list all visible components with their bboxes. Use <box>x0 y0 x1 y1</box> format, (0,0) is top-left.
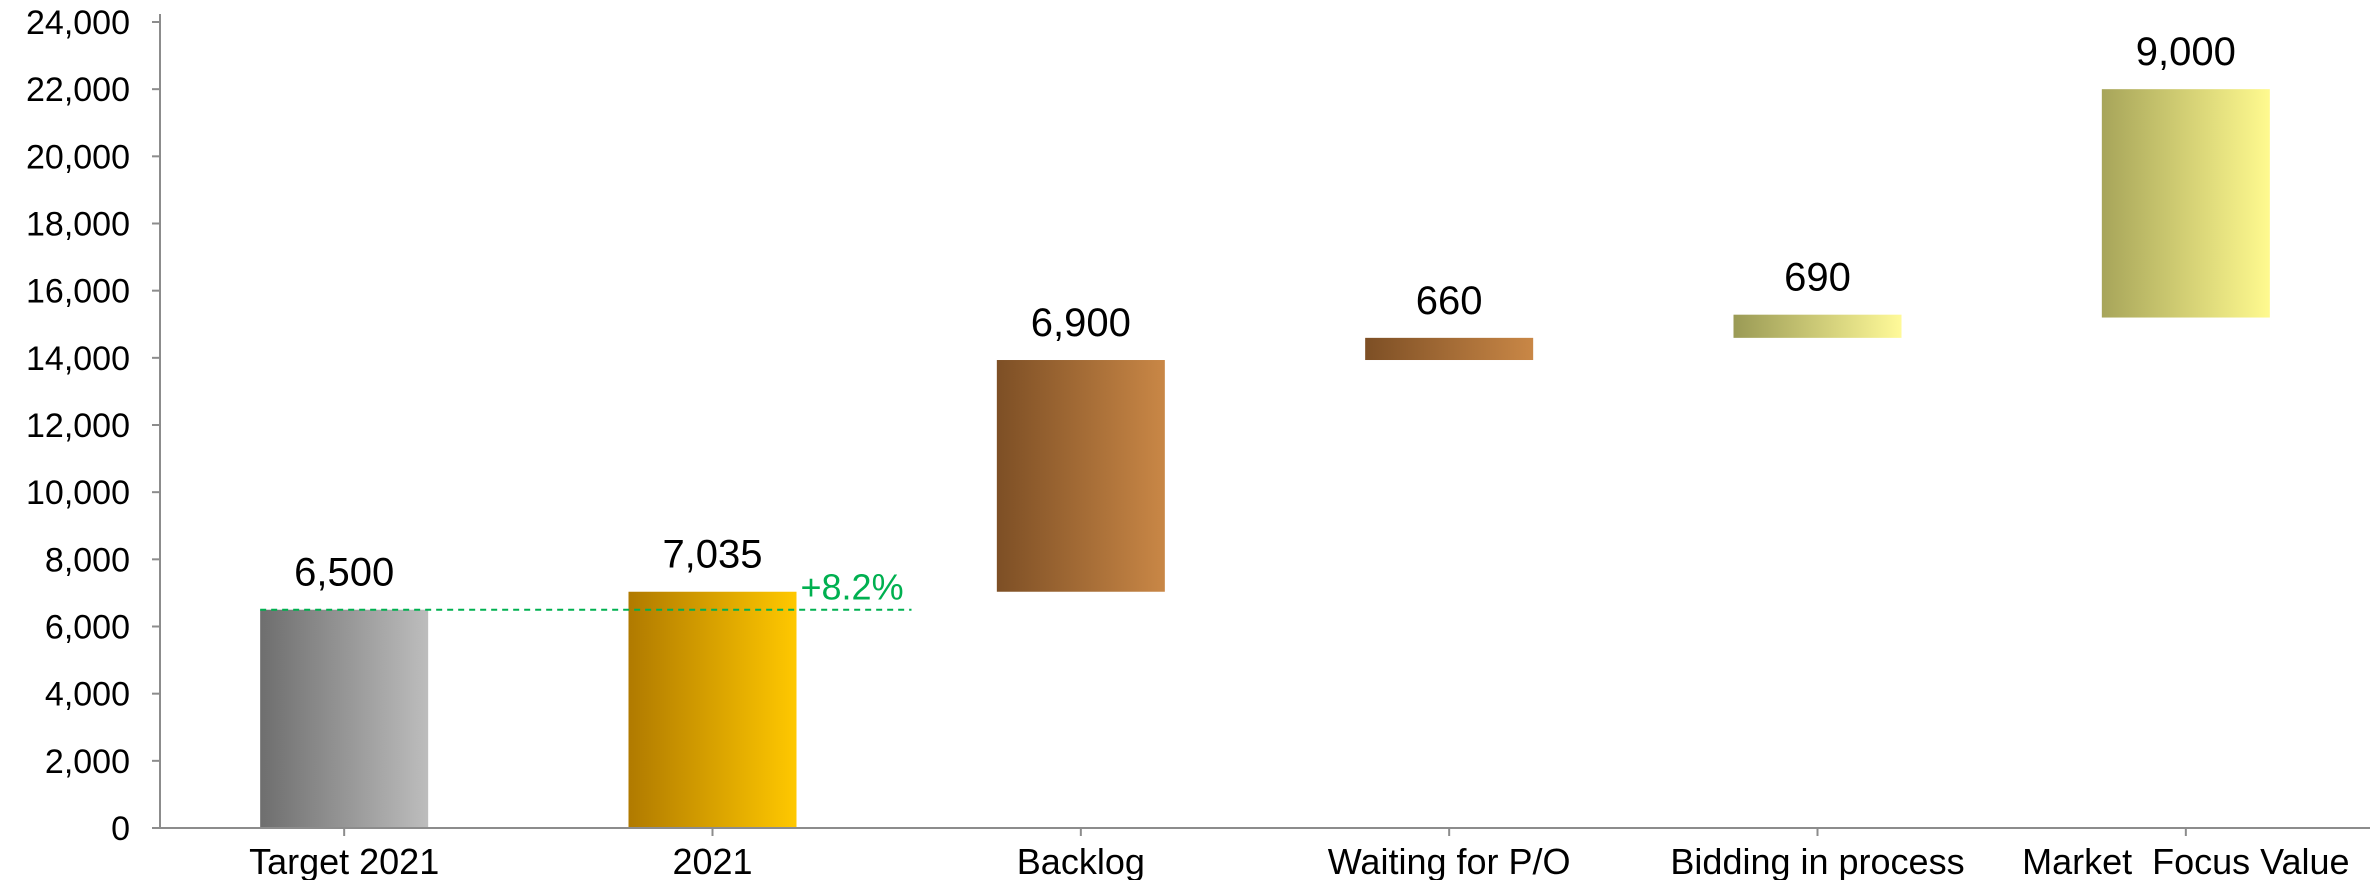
x-tick-label: Waiting for P/O <box>1328 841 1571 880</box>
x-tick-label: 2021 <box>672 841 752 880</box>
y-tick-label: 2,000 <box>45 743 130 781</box>
data-label: 660 <box>1416 279 1483 323</box>
bar <box>628 591 797 828</box>
y-tick-label: 6,000 <box>45 609 130 647</box>
x-tick-label: Backlog <box>1017 841 1145 880</box>
y-tick-label: 20,000 <box>26 138 130 176</box>
bar <box>996 360 1165 592</box>
data-labels: 6,500 7,035 6,900 660 690 9,000 <box>294 30 2236 595</box>
data-label: 6,500 <box>294 551 394 595</box>
annotation: +8.2% <box>260 567 912 611</box>
x-axis: Target 2021 2021 Backlog Waiting for P/O Bid… <box>160 827 2370 880</box>
y-tick-label: 10,000 <box>26 474 130 512</box>
y-tick-label: 4,000 <box>45 676 130 714</box>
data-label: 9,000 <box>2136 30 2236 74</box>
y-tick-label: 24,000 <box>26 4 130 42</box>
data-label: 6,900 <box>1031 301 1131 345</box>
y-tick-label: 16,000 <box>26 273 130 311</box>
data-label: 7,035 <box>662 533 762 577</box>
bar <box>260 609 429 828</box>
bar <box>1733 314 1902 338</box>
x-tick-label: Target 2021 <box>249 841 439 880</box>
y-tick-label: 22,000 <box>26 71 130 109</box>
bar <box>2101 89 2270 318</box>
bar <box>1365 337 1534 361</box>
y-tick-label: 14,000 <box>26 340 130 378</box>
bars <box>260 89 2270 828</box>
x-tick-label: Bidding in process <box>1670 841 1964 880</box>
y-axis: 0 2,000 4,000 6,000 8,000 10,000 12,000 14,000 1… <box>26 4 161 848</box>
y-tick-label: 18,000 <box>26 206 130 244</box>
data-label: 690 <box>1784 256 1851 300</box>
y-tick-label: 0 <box>111 810 130 848</box>
x-tick-label: Market Focus Value <box>2022 841 2349 880</box>
y-tick-label: 12,000 <box>26 407 130 445</box>
percent-change-label: +8.2% <box>801 567 904 608</box>
y-tick-label: 8,000 <box>45 541 130 579</box>
